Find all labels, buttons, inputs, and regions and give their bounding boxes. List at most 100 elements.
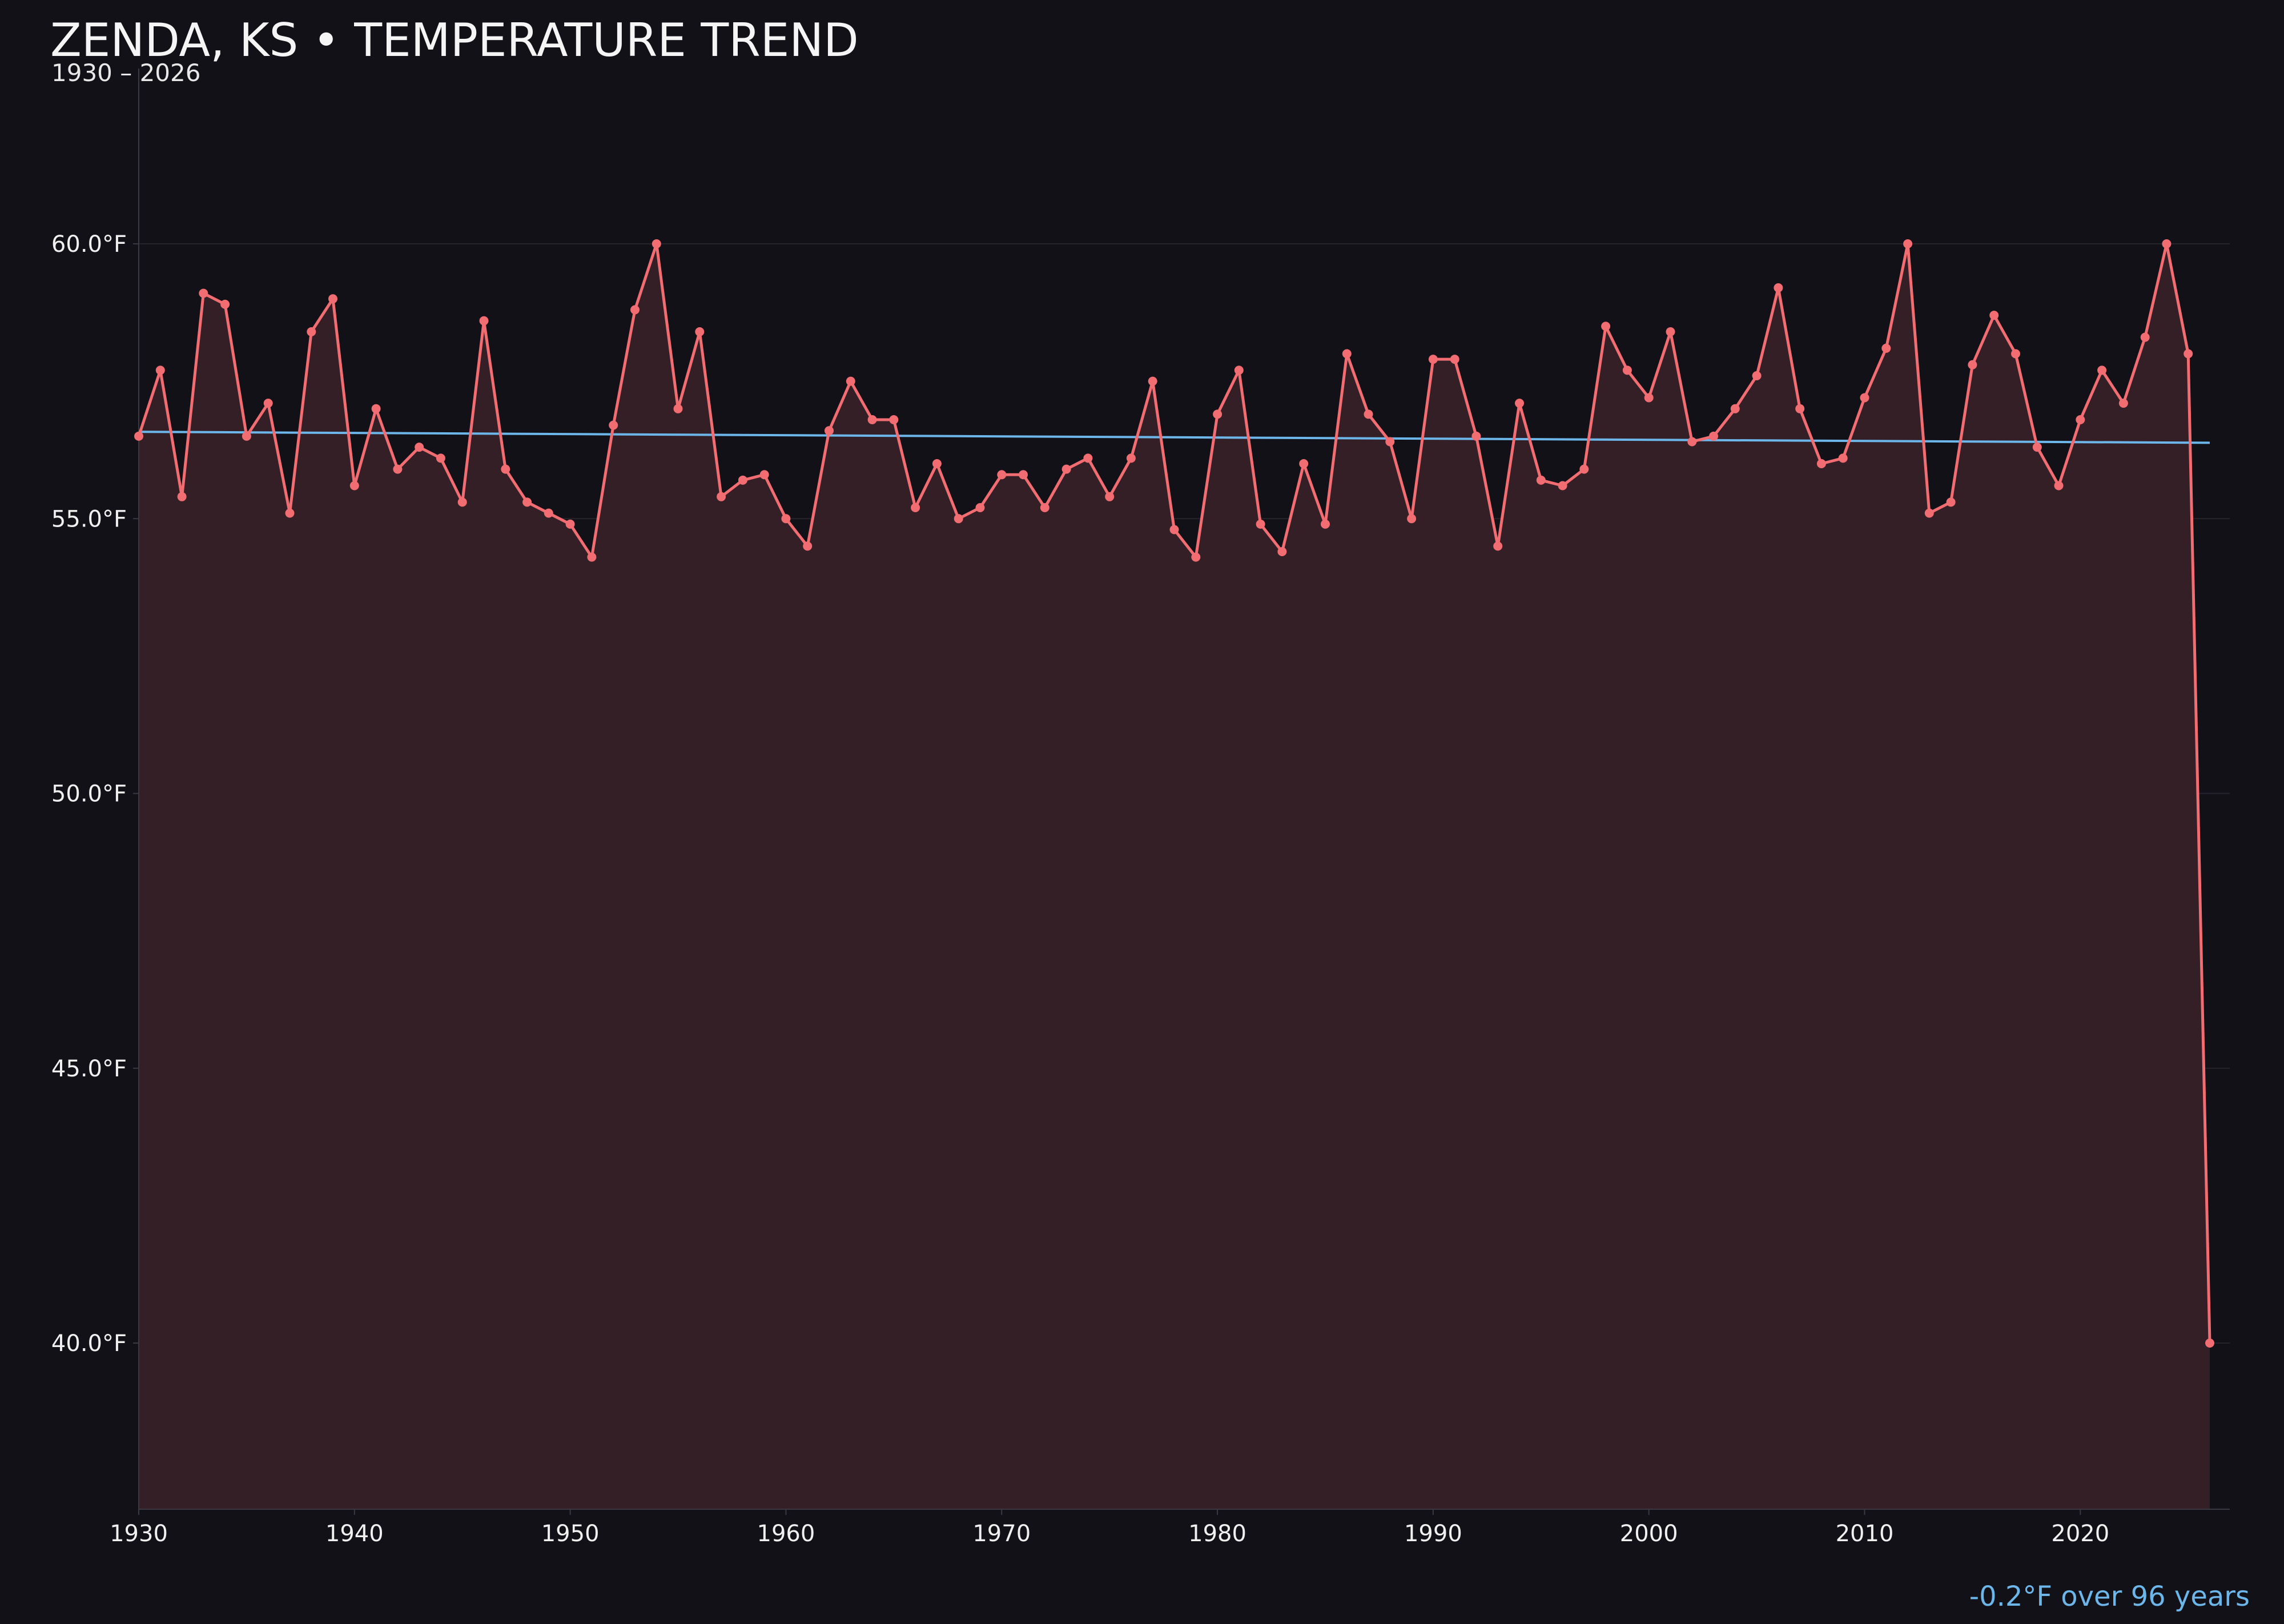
trend-line-layer xyxy=(138,431,2210,444)
data-point-1941 xyxy=(371,404,381,413)
data-point-1940 xyxy=(349,481,359,491)
data-point-2015 xyxy=(1968,360,1977,369)
data-point-2017 xyxy=(2011,349,2020,359)
data-point-1976 xyxy=(1126,453,1136,463)
data-point-2016 xyxy=(1989,311,1999,320)
data-point-1935 xyxy=(242,431,251,441)
data-point-2007 xyxy=(1795,404,1805,413)
x-tick-label-5: 1980 xyxy=(1188,1521,1246,1547)
chart-subtitle: 1930 – 2026 xyxy=(51,59,200,87)
trend-line xyxy=(138,431,2210,444)
data-point-1996 xyxy=(1558,481,1567,491)
data-point-2012 xyxy=(1903,239,1913,248)
data-point-1958 xyxy=(738,475,747,485)
x-tick-label-2: 1950 xyxy=(541,1521,600,1547)
data-point-2020 xyxy=(2076,415,2085,424)
data-point-1984 xyxy=(1299,459,1309,468)
data-point-1989 xyxy=(1407,514,1417,524)
data-point-1965 xyxy=(889,415,899,424)
data-point-1987 xyxy=(1364,409,1373,419)
data-point-1934 xyxy=(220,299,230,309)
area-fill-layer xyxy=(139,244,2210,1509)
data-point-1961 xyxy=(803,541,813,551)
data-point-1954 xyxy=(652,239,661,248)
data-point-1932 xyxy=(177,492,187,501)
data-point-2025 xyxy=(2184,349,2193,359)
data-point-1970 xyxy=(997,470,1007,480)
data-point-2008 xyxy=(1816,459,1826,468)
x-tick-label-1: 1940 xyxy=(325,1521,384,1547)
data-point-1966 xyxy=(911,503,920,512)
data-point-1985 xyxy=(1321,519,1330,529)
data-point-1964 xyxy=(867,415,877,424)
data-point-1943 xyxy=(415,443,424,452)
y-tick-label-2: 50.0°F xyxy=(51,781,127,807)
data-point-2000 xyxy=(1644,393,1654,403)
data-point-1942 xyxy=(393,464,403,474)
data-point-1978 xyxy=(1169,525,1179,534)
data-point-1933 xyxy=(199,288,208,298)
data-point-1969 xyxy=(975,503,985,512)
data-point-1930 xyxy=(134,431,143,441)
x-tick-label-9: 2020 xyxy=(2051,1521,2109,1547)
data-point-1975 xyxy=(1105,492,1115,501)
x-tick-label-8: 2010 xyxy=(1836,1521,1894,1547)
data-point-1957 xyxy=(717,492,726,501)
x-tick-label-4: 1970 xyxy=(972,1521,1031,1547)
data-point-1997 xyxy=(1579,464,1589,474)
data-point-1999 xyxy=(1622,365,1632,375)
data-point-2002 xyxy=(1687,437,1697,447)
data-point-2018 xyxy=(2032,443,2042,452)
data-point-1949 xyxy=(544,508,553,518)
data-point-2024 xyxy=(2162,239,2172,248)
data-point-1956 xyxy=(695,327,705,336)
data-point-1968 xyxy=(954,514,963,524)
x-tick-label-3: 1960 xyxy=(757,1521,815,1547)
data-point-2026 xyxy=(2205,1338,2214,1348)
data-point-2013 xyxy=(1924,508,1934,518)
y-tick-label-0: 40.0°F xyxy=(51,1330,127,1357)
data-point-1993 xyxy=(1493,541,1503,551)
data-point-1983 xyxy=(1277,547,1287,556)
data-point-2005 xyxy=(1752,371,1762,380)
data-point-1951 xyxy=(587,552,597,562)
data-point-1982 xyxy=(1256,519,1265,529)
data-point-2021 xyxy=(2097,365,2107,375)
data-point-1980 xyxy=(1213,409,1223,419)
data-point-1992 xyxy=(1471,431,1481,441)
x-tick-label-6: 1990 xyxy=(1404,1521,1462,1547)
data-point-1955 xyxy=(673,404,683,413)
data-point-2019 xyxy=(2054,481,2064,491)
y-axis-ticks: 40.0°F 45.0°F 50.0°F 55.0°F 60.0°F xyxy=(51,231,139,1357)
data-point-1944 xyxy=(436,453,445,463)
data-point-1931 xyxy=(155,365,165,375)
axes xyxy=(138,69,2230,1510)
data-point-1963 xyxy=(846,376,855,386)
data-point-1974 xyxy=(1083,453,1093,463)
data-point-1950 xyxy=(565,519,575,529)
x-tick-label-0: 1930 xyxy=(110,1521,168,1547)
chart-title: ZENDA, KS • TEMPERATURE TREND xyxy=(50,14,859,67)
data-point-1939 xyxy=(328,294,337,304)
data-point-1973 xyxy=(1061,464,1071,474)
data-point-1945 xyxy=(457,497,467,507)
y-tick-label-4: 60.0°F xyxy=(51,231,127,258)
data-point-1981 xyxy=(1234,365,1244,375)
data-point-1960 xyxy=(781,514,791,524)
data-point-1953 xyxy=(630,305,640,315)
data-point-1988 xyxy=(1385,437,1395,447)
data-point-1952 xyxy=(609,420,618,430)
y-tick-label-3: 55.0°F xyxy=(51,506,127,532)
data-point-2003 xyxy=(1709,431,1718,441)
data-point-1946 xyxy=(479,316,489,325)
x-axis-ticks: 1930 1940 1950 1960 1970 1980 1990 2000 2010 2020 xyxy=(110,1509,2109,1547)
data-point-2010 xyxy=(1860,393,1869,403)
data-point-2023 xyxy=(2140,332,2150,342)
data-point-1994 xyxy=(1515,399,1524,408)
y-tick-label-1: 45.0°F xyxy=(51,1056,127,1082)
data-point-2006 xyxy=(1774,283,1783,292)
data-point-2009 xyxy=(1838,453,1848,463)
data-point-1936 xyxy=(263,399,273,408)
data-point-2022 xyxy=(2118,399,2128,408)
